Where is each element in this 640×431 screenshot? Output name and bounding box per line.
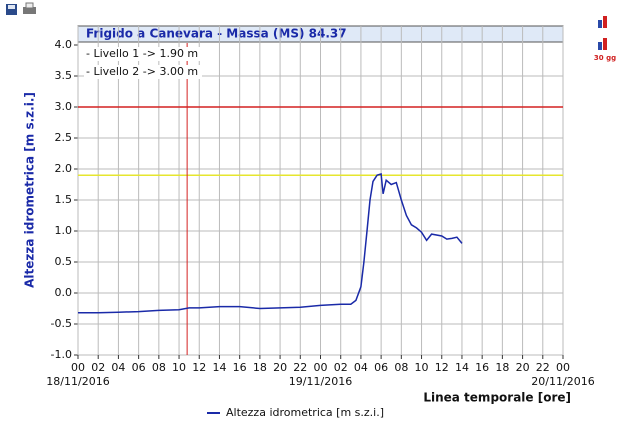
chart-title: Frigido a Canevara - Massa (MS) 84.37: [86, 27, 347, 41]
x-axis-label: Linea temporale [ore]: [423, 391, 571, 405]
save-icon[interactable]: [6, 4, 17, 15]
x-tick-label: 04: [111, 361, 125, 374]
x-tick-label: 08: [394, 361, 408, 374]
x-tick-label: 00: [314, 361, 328, 374]
x-tick-label: 04: [354, 361, 368, 374]
annotation-bg: [84, 47, 202, 61]
date-label: 20/11/2016: [531, 375, 594, 388]
x-tick-label: 02: [334, 361, 348, 374]
y-tick-label: -1.0: [51, 348, 72, 361]
y-tick-label: 4.0: [55, 38, 73, 51]
y-axis-label: Altezza idrometrica [m s.z.i.]: [23, 92, 37, 288]
x-tick-label: 20: [273, 361, 287, 374]
y-tick-label: 1.5: [55, 193, 73, 206]
annotation: - Livello 2 -> 3.00 m: [86, 65, 198, 78]
x-tick-label: 18: [253, 361, 267, 374]
annotation-bg: [84, 65, 202, 79]
print-icon-part: [25, 2, 34, 9]
y-tick-label: 3.5: [55, 69, 73, 82]
x-tick-label: 06: [132, 361, 146, 374]
data-line: [78, 173, 463, 314]
legend-label: Altezza idrometrica [m s.z.i.]: [226, 406, 384, 419]
date-label: 18/11/2016: [46, 375, 109, 388]
x-tick-label: 10: [415, 361, 429, 374]
x-tick-label: 08: [152, 361, 166, 374]
y-tick-label: 2.5: [55, 131, 73, 144]
badge: 30 gg: [594, 54, 616, 62]
chart-icon[interactable]: [598, 20, 602, 28]
x-tick-label: 12: [192, 361, 206, 374]
x-tick-label: 16: [233, 361, 247, 374]
x-tick-label: 22: [536, 361, 550, 374]
y-tick-label: 3.0: [55, 100, 73, 113]
y-tick-label: 2.0: [55, 162, 73, 175]
x-tick-label: 14: [455, 361, 469, 374]
x-tick-label: 10: [172, 361, 186, 374]
y-tick-label: 0.0: [55, 286, 73, 299]
x-tick-label: 20: [516, 361, 530, 374]
toolbar: 30 gg: [6, 2, 616, 62]
x-tick-label: 16: [475, 361, 489, 374]
chart-icon-part: [603, 16, 607, 28]
x-tick-label: 18: [495, 361, 509, 374]
save-icon-part: [8, 5, 15, 9]
chart-icon-30[interactable]: [598, 42, 602, 50]
x-tick-label: 22: [293, 361, 307, 374]
x-tick-label: 00: [556, 361, 570, 374]
y-tick-label: 0.5: [55, 255, 73, 268]
y-tick-label: 1.0: [55, 224, 73, 237]
x-tick-label: 00: [71, 361, 85, 374]
chart-icon-part: [603, 38, 607, 50]
print-icon[interactable]: [23, 7, 36, 14]
x-tick-label: 12: [435, 361, 449, 374]
x-tick-label: 14: [212, 361, 226, 374]
x-tick-label: 06: [374, 361, 388, 374]
date-label: 19/11/2016: [289, 375, 352, 388]
annotation: - Livello 1 -> 1.90 m: [86, 47, 198, 60]
x-tick-label: 02: [91, 361, 105, 374]
y-tick-label: -0.5: [51, 317, 72, 330]
